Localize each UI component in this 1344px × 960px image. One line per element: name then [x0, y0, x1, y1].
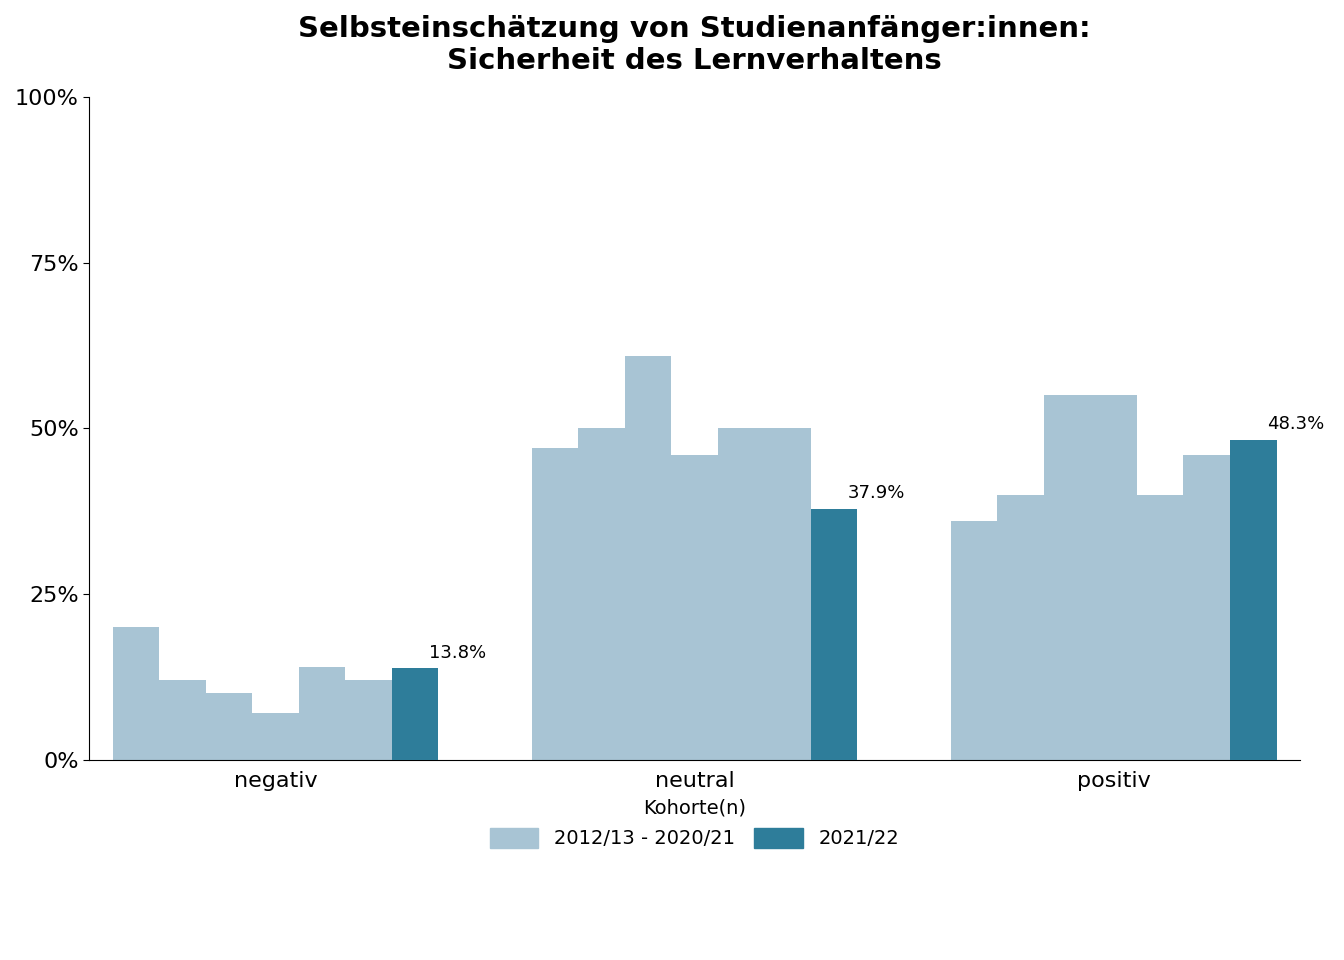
Text: 37.9%: 37.9% — [848, 484, 906, 502]
Bar — [1230, 440, 1277, 759]
Bar — [1137, 494, 1184, 759]
Bar — [1184, 455, 1230, 759]
Bar — [1090, 396, 1137, 759]
Bar — [298, 667, 345, 759]
Bar — [765, 428, 810, 759]
Text: 13.8%: 13.8% — [429, 643, 487, 661]
Bar — [392, 668, 438, 759]
Bar — [345, 680, 392, 759]
Bar — [718, 428, 765, 759]
Title: Selbsteinschätzung von Studienanfänger:innen:
Sicherheit des Lernverhaltens: Selbsteinschätzung von Studienanfänger:i… — [298, 15, 1091, 76]
Bar — [113, 627, 159, 759]
Legend: 2012/13 - 2020/21, 2021/22: 2012/13 - 2020/21, 2021/22 — [482, 791, 907, 856]
Bar — [1044, 396, 1090, 759]
Text: 48.3%: 48.3% — [1267, 415, 1324, 433]
Bar — [810, 509, 857, 759]
Bar — [532, 448, 578, 759]
Bar — [159, 680, 206, 759]
Bar — [253, 713, 298, 759]
Bar — [625, 355, 671, 759]
Bar — [950, 521, 997, 759]
Bar — [206, 693, 253, 759]
Bar — [578, 428, 625, 759]
Bar — [671, 455, 718, 759]
Bar — [997, 494, 1044, 759]
